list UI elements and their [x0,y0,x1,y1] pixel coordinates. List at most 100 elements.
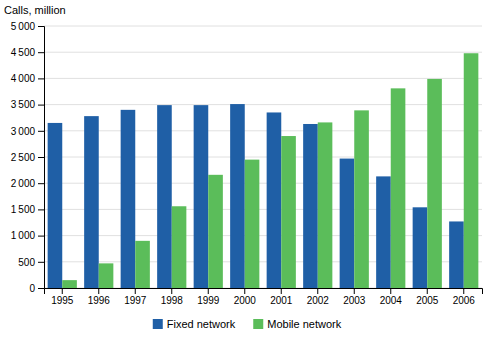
y-tick: 3 000 [11,126,44,137]
x-tick-label: 2001 [270,295,293,306]
bar [99,263,114,288]
y-tick-mark [38,209,44,210]
y-tick-mark [38,26,44,27]
bar [376,176,391,288]
grid-line [44,52,482,53]
bar [413,207,428,288]
y-tick: 4 500 [11,47,44,58]
y-tick-label: 3 000 [11,126,36,137]
x-tick-mark [98,288,99,294]
x-tick-mark [463,288,464,294]
y-tick-mark [38,105,44,106]
y-tick-mark [38,157,44,158]
bar [464,53,479,288]
bar [318,122,333,288]
y-tick-label: 3 500 [11,99,36,110]
x-tick: 1996 [88,288,111,306]
x-tick-mark [208,288,209,294]
x-tick-mark [244,288,245,294]
x-tick: 2006 [453,288,476,306]
x-tick-mark [62,288,63,294]
x-tick-mark [281,288,282,294]
x-tick-label: 1996 [88,295,111,306]
bar [230,104,245,288]
y-tick-mark [38,288,44,289]
bar [245,160,260,288]
x-tick-label: 1998 [161,295,184,306]
grid [44,26,482,288]
bar [62,280,77,288]
y-tick-label: 500 [18,257,35,268]
legend-label: Mobile network [267,318,341,330]
x-tick: 2001 [270,288,293,306]
grid-line [44,183,482,184]
x-tick-label: 2000 [234,295,257,306]
bar [303,124,318,288]
y-tick: 0 [29,283,44,294]
bar [194,105,209,288]
bar [157,105,172,288]
y-tick-mark [38,183,44,184]
x-tick-label: 2005 [416,295,439,306]
y-tick-label: 5 000 [11,21,36,32]
y-axis-title: Calls, million [4,4,66,16]
y-tick-label: 2 500 [11,152,36,163]
y-tick-mark [38,131,44,132]
x-tick-label: 2006 [453,295,476,306]
x-tick: 2000 [234,288,257,306]
y-tick: 1 000 [11,230,44,241]
x-axis-line [45,289,483,295]
bar [84,116,99,288]
bar [281,136,296,288]
bar [340,159,355,288]
x-tick: 2005 [416,288,439,306]
bar [135,241,150,288]
y-tick: 500 [18,257,44,268]
legend-item: Mobile network [253,318,341,330]
legend: Fixed network Mobile network [153,318,342,330]
legend-item: Fixed network [153,318,236,330]
x-tick-label: 2003 [343,295,366,306]
bar [172,206,187,288]
y-tick-label: 0 [29,283,35,294]
x-tick: 1995 [51,288,74,306]
x-tick-label: 1997 [124,295,147,306]
x-tick-mark [135,288,136,294]
y-tick-mark [38,262,44,263]
legend-swatch [153,319,163,329]
x-tick-mark [317,288,318,294]
y-tick: 2 000 [11,178,44,189]
y-tick: 1 500 [11,204,44,215]
x-tick-label: 2004 [380,295,403,306]
grid-line [44,130,482,131]
y-tick-mark [38,236,44,237]
y-tick-label: 1 000 [11,230,36,241]
x-tick: 1999 [197,288,220,306]
bar [121,110,136,288]
x-tick: 2003 [343,288,366,306]
y-tick-label: 4 000 [11,73,36,84]
x-tick: 2002 [307,288,330,306]
grid-line [44,104,482,105]
x-tick-label: 1999 [197,295,220,306]
x-tick-label: 2002 [307,295,330,306]
bar [48,123,63,288]
x-axis: 1995 1996 1997 1998 1999 2000 2001 2002 2003 2004… [45,288,483,306]
legend-swatch [253,319,263,329]
bar [391,88,406,288]
y-tick: 4 000 [11,73,44,84]
bar [354,110,369,288]
x-tick: 1997 [124,288,147,306]
bar [267,112,282,288]
bar [427,79,442,288]
bar-series [62,53,478,288]
chart: 0 500 1 000 1 500 2 000 2 500 3 000 3 500 4 000 4… [0,0,494,338]
y-tick: 5 000 [11,21,44,32]
x-tick-mark [354,288,355,294]
y-tick-label: 2 000 [11,178,36,189]
y-tick-label: 1 500 [11,204,36,215]
x-tick-mark [390,288,391,294]
y-tick-label: 4 500 [11,47,36,58]
legend-label: Fixed network [167,318,236,330]
grid-line [44,157,482,158]
